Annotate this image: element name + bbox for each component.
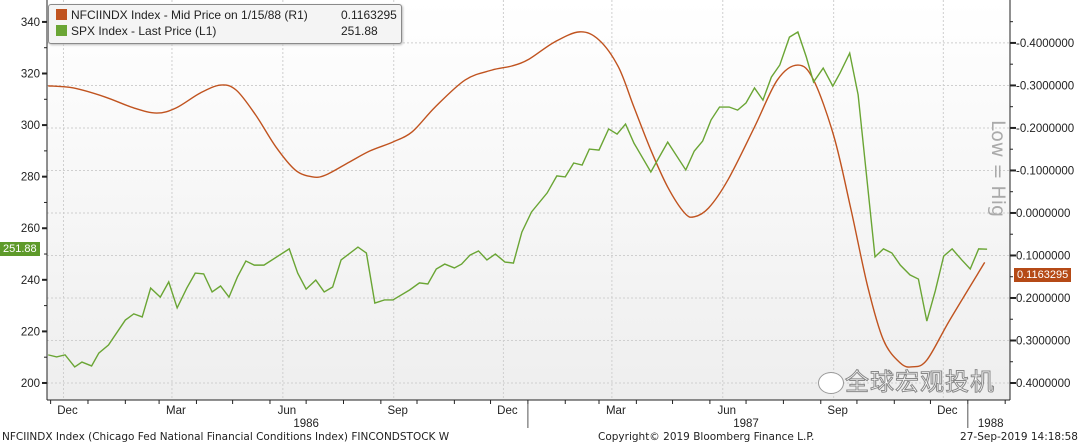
year-label: 1986: [293, 418, 319, 430]
x-tick-label: Jun: [717, 405, 736, 417]
footer-timestamp: 27-Sep-2019 14:18:58: [960, 431, 1078, 443]
left-tick-label: 300: [21, 120, 40, 132]
watermark: 全球宏观投机: [845, 368, 995, 397]
spx-last-value-tag: 251.88: [0, 242, 40, 256]
x-tick-label: Sep: [827, 405, 847, 417]
right-tick-label: 0.1000000: [1016, 250, 1070, 262]
right-tick-label: 0.3000000: [1016, 335, 1070, 347]
year-label: 1987: [733, 418, 759, 430]
legend: NFCIINDX Index - Mid Price on 1/15/88 (R…: [48, 4, 402, 44]
legend-swatch-spx: [56, 25, 67, 36]
year-label: 1988: [978, 418, 1004, 430]
left-tick-label: 280: [21, 172, 40, 184]
left-tick-label: 340: [21, 17, 40, 29]
left-tick-label: 200: [21, 378, 40, 390]
x-tick-label: Dec: [937, 405, 958, 417]
legend-item-nfci: NFCIINDX Index - Mid Price on 1/15/88 (R…: [56, 8, 397, 23]
left-tick-label: 240: [21, 275, 40, 287]
x-tick-label: Jun: [278, 405, 297, 417]
x-tick-label: Sep: [387, 405, 407, 417]
left-tick-label: 220: [21, 326, 40, 338]
footer-copyright: Copyright© 2019 Bloomberg Finance L.P.: [598, 431, 815, 443]
footer-security-description: NFCIINDX Index (Chicago Fed National Fin…: [2, 431, 450, 443]
x-tick-label: Dec: [57, 405, 78, 417]
right-tick-label: -0.1000000: [1016, 165, 1074, 177]
nfci-last-value-tag: 0.1163295: [1014, 268, 1072, 282]
wechat-icon: [818, 372, 844, 394]
legend-swatch-nfci: [56, 9, 67, 20]
legend-item-spx: SPX Index - Last Price (L1) 251.88: [56, 24, 378, 39]
grid: [47, 0, 1010, 400]
legend-value-spx: 251.88: [341, 24, 378, 38]
x-tick-label: Dec: [497, 405, 518, 417]
right-tick-label: 0.0000000: [1016, 208, 1070, 220]
series: [48, 30, 988, 368]
right-tick-label: -0.3000000: [1016, 80, 1074, 92]
axes: 200 220 240 260 280 300 320 340 -0.4000000 -0.300…: [21, 0, 1074, 430]
x-tick-label: Mar: [166, 405, 186, 417]
x-tick-label: Mar: [606, 405, 626, 417]
legend-label-nfci: NFCIINDX Index - Mid Price on 1/15/88 (R…: [71, 8, 308, 22]
nfci-line: [48, 31, 986, 368]
right-tick-label: -0.2000000: [1016, 123, 1074, 135]
right-axis-label: Low = Hig: [987, 120, 1009, 218]
right-tick-label: 0.2000000: [1016, 293, 1070, 305]
spx-line: [48, 30, 988, 368]
left-tick-label: 260: [21, 223, 40, 235]
right-tick-label: 0.4000000: [1016, 378, 1070, 390]
legend-label-spx: SPX Index - Last Price (L1): [71, 24, 217, 38]
legend-value-nfci: 0.1163295: [341, 8, 397, 22]
right-tick-label: -0.4000000: [1016, 38, 1074, 50]
left-tick-label: 320: [21, 69, 40, 81]
